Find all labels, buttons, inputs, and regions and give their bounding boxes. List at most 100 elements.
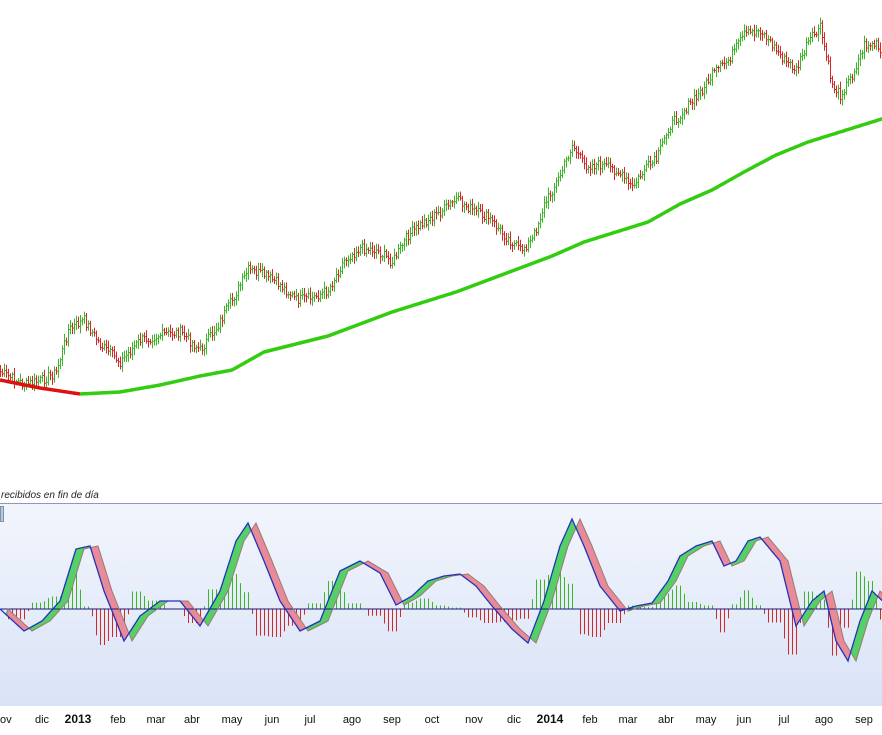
price-bar xyxy=(856,62,858,74)
price-bar xyxy=(264,266,266,278)
price-bar xyxy=(88,320,90,330)
price-bar xyxy=(574,141,576,152)
price-bar xyxy=(164,328,166,336)
price-bar xyxy=(484,212,486,223)
price-bar xyxy=(380,246,382,263)
price-bar xyxy=(864,36,866,59)
price-bar xyxy=(102,343,104,352)
price-bar xyxy=(318,290,320,302)
price-bar xyxy=(86,313,88,331)
price-bar xyxy=(592,159,594,173)
price-bar xyxy=(464,201,466,213)
time-axis-label: sep xyxy=(855,714,873,726)
price-bar xyxy=(372,242,374,257)
price-bar xyxy=(642,171,644,179)
price-bar xyxy=(786,52,788,67)
price-bar xyxy=(778,45,780,56)
price-bar xyxy=(624,167,626,184)
price-bar xyxy=(282,280,284,292)
price-bar xyxy=(54,366,56,382)
price-bar xyxy=(184,326,186,341)
price-bar xyxy=(70,320,72,334)
price-bar xyxy=(286,282,288,298)
price-bar xyxy=(862,50,864,59)
oscillator-fill-down xyxy=(92,546,130,641)
price-bar xyxy=(82,317,84,325)
price-bar xyxy=(480,204,482,212)
price-bar xyxy=(10,373,12,380)
price-bar xyxy=(580,152,582,159)
price-bar xyxy=(510,231,512,249)
panel-resize-handle[interactable] xyxy=(0,506,4,522)
price-bar xyxy=(766,30,768,45)
price-bar xyxy=(338,269,340,282)
price-bar xyxy=(460,192,462,201)
price-bar xyxy=(498,223,500,232)
price-bar xyxy=(770,36,772,42)
price-bar xyxy=(438,206,440,216)
price-bar xyxy=(720,60,722,72)
price-bar xyxy=(824,32,826,51)
price-bar xyxy=(304,288,306,302)
price-bar xyxy=(420,220,422,230)
price-bar xyxy=(224,306,226,324)
price-bar xyxy=(656,150,658,164)
price-bar xyxy=(358,246,360,257)
price-bar xyxy=(176,328,178,338)
price-bar xyxy=(476,206,478,216)
price-bar xyxy=(842,90,844,106)
price-bar xyxy=(180,324,182,342)
price-bar xyxy=(436,207,438,220)
price-bar xyxy=(80,315,82,333)
price-bar xyxy=(838,85,840,100)
price-bar xyxy=(288,291,290,298)
price-bar xyxy=(182,325,184,335)
price-bar xyxy=(780,46,782,58)
price-bar xyxy=(408,230,410,245)
price-bar xyxy=(554,183,556,201)
oscillator-panel[interactable] xyxy=(0,503,882,707)
price-bar xyxy=(470,199,472,214)
time-axis-label: 2014 xyxy=(537,712,564,726)
price-bar xyxy=(124,351,126,362)
price-bar xyxy=(704,82,706,100)
price-bar xyxy=(186,332,188,342)
moving-average-up-segment xyxy=(80,117,882,394)
price-bar xyxy=(198,342,200,352)
price-bar xyxy=(72,323,74,334)
price-bar xyxy=(426,218,428,228)
time-axis-label: jun xyxy=(736,714,752,726)
price-bar xyxy=(784,53,786,64)
price-bar xyxy=(566,157,568,168)
price-bar xyxy=(492,215,494,227)
price-bar xyxy=(788,57,790,67)
price-bar xyxy=(712,67,714,86)
price-bar xyxy=(140,333,142,346)
price-bar xyxy=(698,88,700,101)
price-bar xyxy=(220,315,222,334)
price-bar xyxy=(584,155,586,169)
price-bar xyxy=(362,240,364,254)
price-bar xyxy=(472,199,474,215)
price-bar xyxy=(850,73,852,84)
price-bar xyxy=(42,372,44,382)
price-bar xyxy=(734,44,736,55)
price-bar xyxy=(312,292,314,306)
price-bar xyxy=(524,245,526,257)
price-bar xyxy=(148,338,150,347)
price-bar xyxy=(612,164,614,173)
price-bar xyxy=(768,35,770,46)
price-bar xyxy=(462,196,464,212)
price-bar xyxy=(170,324,172,337)
price-bar xyxy=(388,251,390,264)
price-bar xyxy=(216,323,218,336)
price-bar xyxy=(152,335,154,348)
price-bar xyxy=(792,60,794,74)
price-bar xyxy=(738,39,740,50)
price-bar xyxy=(248,262,250,280)
price-bar xyxy=(364,239,366,256)
price-bar xyxy=(748,26,750,35)
price-bar xyxy=(686,108,688,115)
price-chart-panel[interactable] xyxy=(0,0,882,490)
price-bar xyxy=(594,159,596,175)
